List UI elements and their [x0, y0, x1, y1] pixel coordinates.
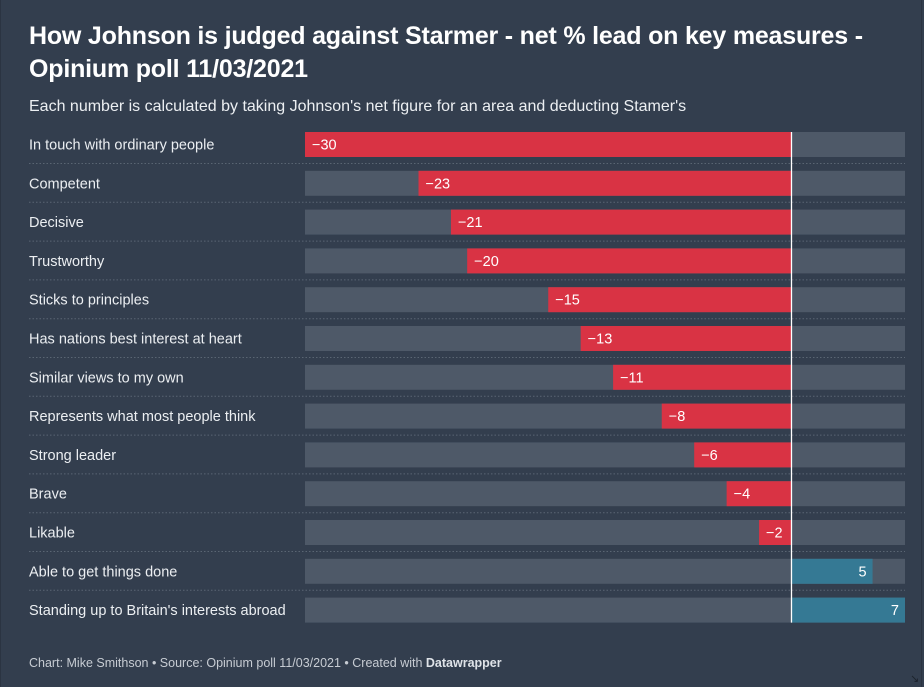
row-label: Decisive	[29, 215, 84, 231]
row-label: Similar views to my own	[29, 370, 184, 386]
value-label: −6	[701, 448, 718, 464]
footer-brand-link[interactable]: Datawrapper	[425, 656, 502, 670]
value-label: −4	[734, 487, 751, 503]
bar	[305, 132, 792, 157]
row-label: Likable	[29, 526, 75, 542]
value-label: −11	[620, 370, 644, 386]
chart-title: How Johnson is judged against Starmer - …	[29, 22, 863, 83]
resize-handle-icon[interactable]: ↘	[910, 673, 920, 685]
bar-track	[305, 442, 905, 468]
row-label: Strong leader	[29, 448, 116, 464]
row-label: Sticks to principles	[29, 293, 149, 309]
row-label: Represents what most people think	[29, 409, 256, 425]
bar	[418, 170, 792, 196]
chart-subtitle: Each number is calculated by taking John…	[29, 98, 687, 115]
bar	[613, 364, 792, 390]
bar-track	[305, 481, 905, 507]
bar-track	[305, 403, 905, 429]
value-label: −23	[426, 176, 451, 192]
bar-track	[305, 364, 905, 390]
row-label: Trustworthy	[29, 254, 105, 270]
row-label: Competent	[29, 176, 100, 192]
value-label: 5	[858, 564, 866, 580]
row-label: Able to get things done	[29, 564, 177, 580]
value-label: −2	[766, 526, 783, 542]
value-label: −8	[669, 409, 686, 425]
row-label: In touch with ordinary people	[29, 138, 214, 154]
value-label: 7	[891, 603, 899, 619]
value-label: −21	[458, 215, 483, 231]
footer-credits: Chart: Mike Smithson • Source: Opinium p…	[29, 656, 426, 670]
chart-footer: Chart: Mike Smithson • Source: Opinium p…	[29, 656, 502, 670]
value-label: −15	[555, 293, 580, 309]
bar	[467, 248, 792, 274]
value-label: −20	[474, 254, 499, 270]
bar	[580, 326, 792, 351]
bar-track	[305, 520, 905, 545]
row-label: Has nations best interest at heart	[29, 332, 242, 348]
bar	[694, 442, 792, 468]
bar	[726, 481, 792, 507]
bar	[548, 287, 792, 313]
bar	[791, 558, 873, 584]
bar	[791, 597, 905, 623]
row-label: Brave	[29, 487, 67, 503]
bar	[450, 209, 792, 235]
value-label: −30	[312, 138, 337, 154]
bar	[661, 403, 792, 429]
value-label: −13	[588, 332, 613, 348]
bar	[759, 520, 792, 545]
row-label: Standing up to Britain's interests abroa…	[29, 603, 286, 619]
